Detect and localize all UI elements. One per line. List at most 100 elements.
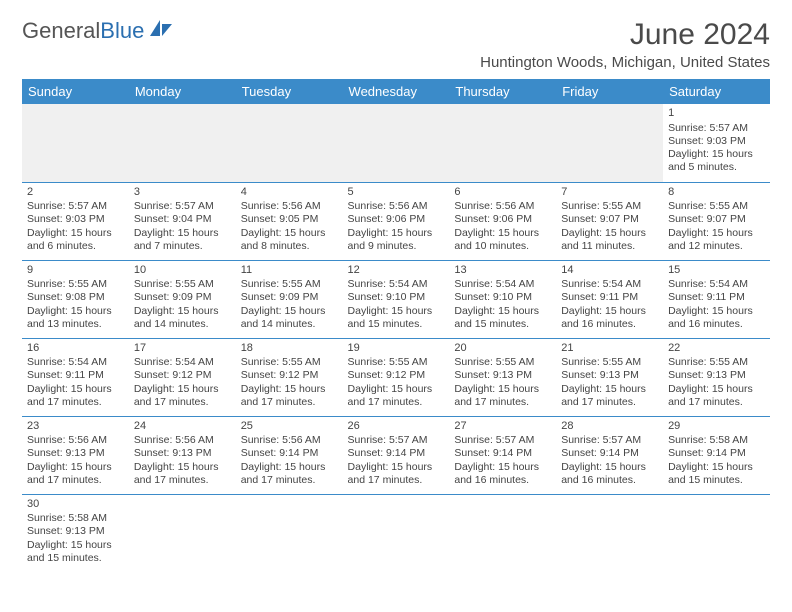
cell-text: Sunset: 9:13 PM xyxy=(668,369,765,382)
calendar-cell: 28Sunrise: 5:57 AMSunset: 9:14 PMDayligh… xyxy=(556,416,663,494)
cell-text: Sunset: 9:13 PM xyxy=(561,369,658,382)
day-number: 26 xyxy=(348,420,445,434)
cell-text: Sunrise: 5:54 AM xyxy=(134,356,231,369)
cell-text: Sunset: 9:14 PM xyxy=(561,447,658,460)
cell-text: and 10 minutes. xyxy=(454,240,551,253)
day-number: 24 xyxy=(134,420,231,434)
cell-text: Sunrise: 5:56 AM xyxy=(241,434,338,447)
calendar-cell: 25Sunrise: 5:56 AMSunset: 9:14 PMDayligh… xyxy=(236,416,343,494)
day-number: 29 xyxy=(668,420,765,434)
cell-text: Sunset: 9:09 PM xyxy=(134,291,231,304)
cell-text: Daylight: 15 hours xyxy=(27,305,124,318)
calendar-cell: 22Sunrise: 5:55 AMSunset: 9:13 PMDayligh… xyxy=(663,338,770,416)
cell-text: and 17 minutes. xyxy=(241,396,338,409)
cell-text: Sunset: 9:13 PM xyxy=(454,369,551,382)
cell-text: Sunset: 9:07 PM xyxy=(561,213,658,226)
cell-text: Daylight: 15 hours xyxy=(668,461,765,474)
cell-text: Sunset: 9:07 PM xyxy=(668,213,765,226)
cell-text: Sunset: 9:03 PM xyxy=(27,213,124,226)
calendar-cell: 12Sunrise: 5:54 AMSunset: 9:10 PMDayligh… xyxy=(343,260,450,338)
cell-text: and 16 minutes. xyxy=(454,474,551,487)
cell-text: Daylight: 15 hours xyxy=(27,383,124,396)
cell-text: Sunrise: 5:56 AM xyxy=(348,200,445,213)
cell-text: Sunrise: 5:54 AM xyxy=(27,356,124,369)
day-number: 7 xyxy=(561,186,658,200)
cell-text: Sunset: 9:09 PM xyxy=(241,291,338,304)
cell-text: and 8 minutes. xyxy=(241,240,338,253)
calendar-cell: 15Sunrise: 5:54 AMSunset: 9:11 PMDayligh… xyxy=(663,260,770,338)
calendar-cell: 6Sunrise: 5:56 AMSunset: 9:06 PMDaylight… xyxy=(449,182,556,260)
calendar-cell: 11Sunrise: 5:55 AMSunset: 9:09 PMDayligh… xyxy=(236,260,343,338)
cell-text: Sunset: 9:14 PM xyxy=(241,447,338,460)
cell-text: and 13 minutes. xyxy=(27,318,124,331)
calendar-cell xyxy=(449,494,556,572)
cell-text: Sunrise: 5:55 AM xyxy=(561,356,658,369)
cell-text: Sunrise: 5:57 AM xyxy=(668,122,765,135)
header: GeneralBlue June 2024 xyxy=(22,18,770,52)
cell-text: Sunset: 9:10 PM xyxy=(348,291,445,304)
day-number: 23 xyxy=(27,420,124,434)
cell-text: Sunrise: 5:54 AM xyxy=(561,278,658,291)
cell-text: and 15 minutes. xyxy=(27,552,124,565)
cell-text: and 17 minutes. xyxy=(348,474,445,487)
day-header: Tuesday xyxy=(236,79,343,104)
calendar-cell xyxy=(556,494,663,572)
cell-text: and 9 minutes. xyxy=(348,240,445,253)
calendar-cell: 8Sunrise: 5:55 AMSunset: 9:07 PMDaylight… xyxy=(663,182,770,260)
day-number: 6 xyxy=(454,186,551,200)
cell-text: Daylight: 15 hours xyxy=(348,227,445,240)
cell-text: Daylight: 15 hours xyxy=(27,539,124,552)
cell-text: Sunrise: 5:55 AM xyxy=(241,356,338,369)
day-number: 2 xyxy=(27,186,124,200)
day-number: 17 xyxy=(134,342,231,356)
day-header: Monday xyxy=(129,79,236,104)
cell-text: and 17 minutes. xyxy=(348,396,445,409)
cell-text: Sunrise: 5:55 AM xyxy=(241,278,338,291)
calendar-cell xyxy=(236,104,343,182)
cell-text: Sunset: 9:13 PM xyxy=(27,447,124,460)
cell-text: Daylight: 15 hours xyxy=(668,148,765,161)
cell-text: Daylight: 15 hours xyxy=(561,227,658,240)
day-number: 4 xyxy=(241,186,338,200)
page-title: June 2024 xyxy=(630,18,770,52)
cell-text: Sunrise: 5:58 AM xyxy=(27,512,124,525)
cell-text: Daylight: 15 hours xyxy=(668,305,765,318)
day-number: 20 xyxy=(454,342,551,356)
cell-text: and 14 minutes. xyxy=(134,318,231,331)
calendar-cell xyxy=(129,104,236,182)
day-header: Friday xyxy=(556,79,663,104)
cell-text: Daylight: 15 hours xyxy=(348,461,445,474)
cell-text: Sunrise: 5:57 AM xyxy=(27,200,124,213)
cell-text: Daylight: 15 hours xyxy=(241,383,338,396)
calendar-cell: 20Sunrise: 5:55 AMSunset: 9:13 PMDayligh… xyxy=(449,338,556,416)
cell-text: Sunset: 9:14 PM xyxy=(668,447,765,460)
cell-text: and 7 minutes. xyxy=(134,240,231,253)
cell-text: Sunset: 9:08 PM xyxy=(27,291,124,304)
cell-text: Sunset: 9:12 PM xyxy=(348,369,445,382)
cell-text: and 6 minutes. xyxy=(27,240,124,253)
calendar-cell xyxy=(236,494,343,572)
calendar-row: 23 Sunrise: 5:56 AM Sunset: 9:13 PM Dayligh… xyxy=(22,416,770,494)
day-number: 25 xyxy=(241,420,338,434)
day-number: 13 xyxy=(454,264,551,278)
day-number: 8 xyxy=(668,186,765,200)
cell-text: Sunrise: 5:55 AM xyxy=(27,278,124,291)
cell-text: and 12 minutes. xyxy=(668,240,765,253)
cell-text: Sunset: 9:03 PM xyxy=(668,135,765,148)
day-number: 1 xyxy=(668,107,765,121)
cell-text: and 17 minutes. xyxy=(454,396,551,409)
cell-text: Daylight: 15 hours xyxy=(454,383,551,396)
calendar-cell: 16Sunrise: 5:54 AMSunset: 9:11 PMDayligh… xyxy=(22,338,129,416)
calendar-cell: 10Sunrise: 5:55 AMSunset: 9:09 PMDayligh… xyxy=(129,260,236,338)
cell-text: Sunrise: 5:57 AM xyxy=(134,200,231,213)
cell-text: and 15 minutes. xyxy=(348,318,445,331)
cell-text: Sunrise: 5:55 AM xyxy=(668,200,765,213)
calendar-cell: 30Sunrise: 5:58 AMSunset: 9:13 PMDayligh… xyxy=(22,494,129,572)
cell-text: and 5 minutes. xyxy=(668,161,765,174)
calendar-cell: 1Sunrise: 5:57 AMSunset: 9:03 PMDaylight… xyxy=(663,104,770,182)
cell-text: Daylight: 15 hours xyxy=(348,305,445,318)
calendar-row: 9Sunrise: 5:55 AMSunset: 9:08 PMDaylight… xyxy=(22,260,770,338)
calendar-row: 2Sunrise: 5:57 AMSunset: 9:03 PMDaylight… xyxy=(22,182,770,260)
calendar-cell xyxy=(556,104,663,182)
page-subtitle: Huntington Woods, Michigan, United State… xyxy=(22,54,770,71)
